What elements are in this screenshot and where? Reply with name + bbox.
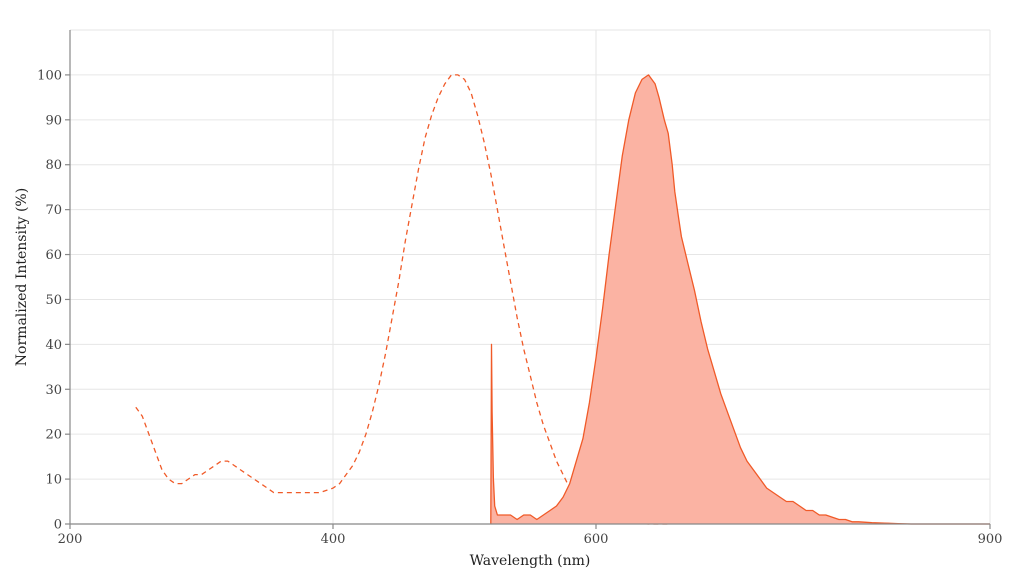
y-tick-label: 60	[45, 248, 62, 263]
y-tick-label: 40	[45, 338, 62, 353]
y-tick-label: 20	[45, 428, 62, 443]
x-tick-label: 400	[321, 532, 346, 547]
x-tick-label: 900	[978, 532, 1003, 547]
emission-area	[490, 74, 990, 525]
y-tick-label: 10	[45, 473, 62, 488]
y-axis-title: Normalized Intensity (%)	[14, 188, 30, 366]
y-tick-label: 50	[45, 293, 62, 308]
y-tick-label: 90	[45, 113, 62, 128]
x-tick-label: 600	[584, 532, 609, 547]
excitation-line	[135, 74, 669, 525]
y-tick-label: 30	[45, 383, 62, 398]
y-tick-label: 70	[45, 203, 62, 218]
y-tick-label: 80	[45, 158, 62, 173]
emission-line	[490, 74, 990, 525]
grid	[70, 29, 991, 524]
x-axis-title: Wavelength (nm)	[470, 553, 591, 569]
series-layer	[135, 74, 990, 525]
y-tick-label: 100	[37, 68, 62, 83]
axes: 0 10 20 30 40 50 60 70 80 90 100 200 400 600 900	[37, 30, 1002, 547]
x-tick-label: 200	[58, 532, 83, 547]
y-tick-label: 0	[54, 518, 62, 533]
